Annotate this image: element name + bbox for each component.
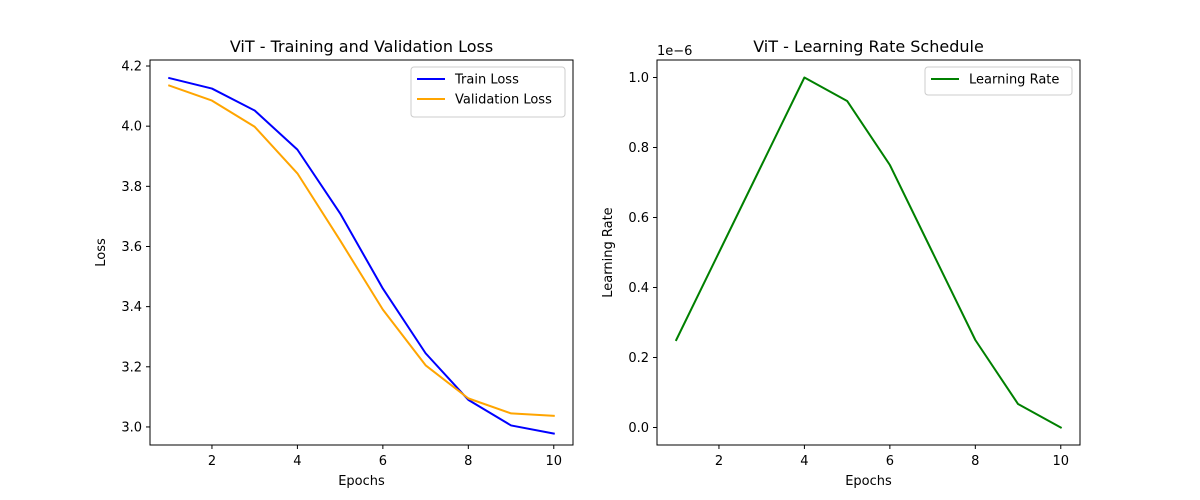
legend-label: Validation Loss — [455, 93, 552, 108]
x-tick-label: 6 — [886, 454, 894, 469]
y-tick-label: 0.2 — [628, 351, 649, 366]
axes-frame — [656, 59, 1081, 446]
x-tick-label: 8 — [971, 454, 979, 469]
legend-box — [410, 66, 566, 118]
x-axis-label: Epochs — [338, 474, 385, 489]
axes-frame — [149, 59, 574, 446]
y-tick-label: 1.0 — [628, 71, 649, 86]
x-tick-label: 10 — [1052, 454, 1069, 469]
x-tick-label: 2 — [715, 454, 723, 469]
series-line-learning-rate — [674, 76, 1063, 429]
y-tick-label: 0.8 — [628, 141, 649, 156]
x-tick-label: 4 — [293, 454, 301, 469]
y-tick-label: 3.2 — [121, 360, 142, 375]
y-axis-label: Loss — [94, 238, 109, 267]
y-tick-label: 3.8 — [121, 180, 142, 195]
y-tick-label: 4.0 — [121, 120, 142, 135]
series-line-validation-loss — [167, 84, 555, 417]
series-line-train-loss — [168, 76, 555, 435]
y-axis-label: Learning Rate — [601, 207, 616, 297]
x-tick-label: 2 — [208, 454, 216, 469]
y-tick-label: 3.4 — [121, 300, 142, 315]
plot-area — [657, 60, 1080, 445]
x-axis-label: Epochs — [845, 474, 892, 489]
y-tick-label: 3.6 — [121, 240, 142, 255]
x-tick-label: 6 — [379, 454, 387, 469]
legend-label: Learning Rate — [969, 73, 1059, 88]
y-tick-label: 0.6 — [628, 211, 649, 226]
legend: Train Loss Validation Loss — [410, 66, 566, 118]
chart-title: ViT - Training and Validation Loss — [230, 37, 493, 56]
legend-box — [924, 66, 1073, 96]
y-tick-label: 3.0 — [121, 420, 142, 435]
y-tick-label: 4.2 — [121, 60, 142, 75]
x-tick-label: 8 — [464, 454, 472, 469]
y-axis-offset-text: 1e−6 — [657, 44, 692, 59]
x-tick-label: 10 — [545, 454, 562, 469]
y-tick-label: 0.4 — [628, 281, 649, 296]
legend-label: Train Loss — [454, 73, 519, 88]
loss-chart: 2 4 6 8 10 3.0 3.2 3.4 3.6 3.8 4.0 4.2 ViT - Trainin… — [94, 37, 574, 489]
chart-title: ViT - Learning Rate Schedule — [753, 37, 984, 56]
y-tick-label: 0.0 — [628, 421, 649, 436]
legend: Learning Rate — [924, 66, 1073, 96]
x-tick-label: 4 — [800, 454, 808, 469]
learning-rate-chart: 2 4 6 8 10 0.0 0.2 0.4 0.6 0.8 1.0 1e−6 ViT - Learni… — [601, 37, 1081, 489]
